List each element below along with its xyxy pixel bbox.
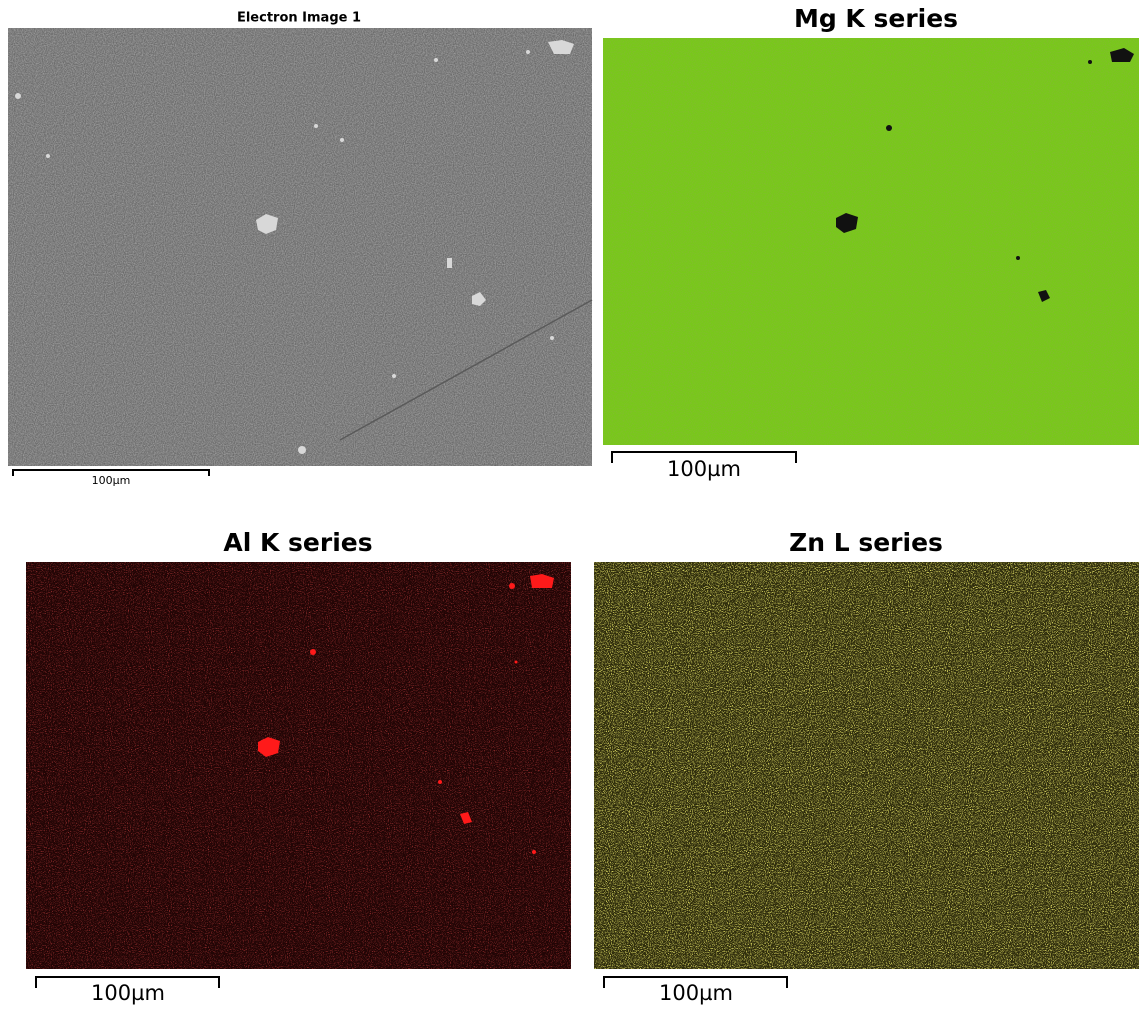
image-noise	[26, 562, 571, 969]
panel-zn: Zn L series 100µm	[594, 528, 1139, 1005]
scale-label: 100µm	[659, 981, 733, 1005]
panel-title: Mg K series	[794, 4, 958, 33]
scale-label: 100µm	[667, 457, 741, 481]
scale-label: 100µm	[92, 474, 131, 487]
image-noise	[594, 562, 1139, 969]
panel-electron: Electron Image 1 100µm	[8, 11, 592, 488]
panel-title: Al K series	[223, 528, 372, 557]
panel-mg: Mg K series 100µm	[603, 4, 1139, 481]
figure: Electron Image 1 100µm Mg K series 100µm	[0, 0, 1139, 1009]
panel-title: Zn L series	[789, 528, 943, 557]
image-noise	[8, 28, 592, 466]
image-noise	[603, 38, 1139, 445]
panel-al: Al K series 100µm	[26, 528, 571, 1005]
scale-label: 100µm	[91, 981, 165, 1005]
panel-title: Electron Image 1	[237, 11, 361, 26]
